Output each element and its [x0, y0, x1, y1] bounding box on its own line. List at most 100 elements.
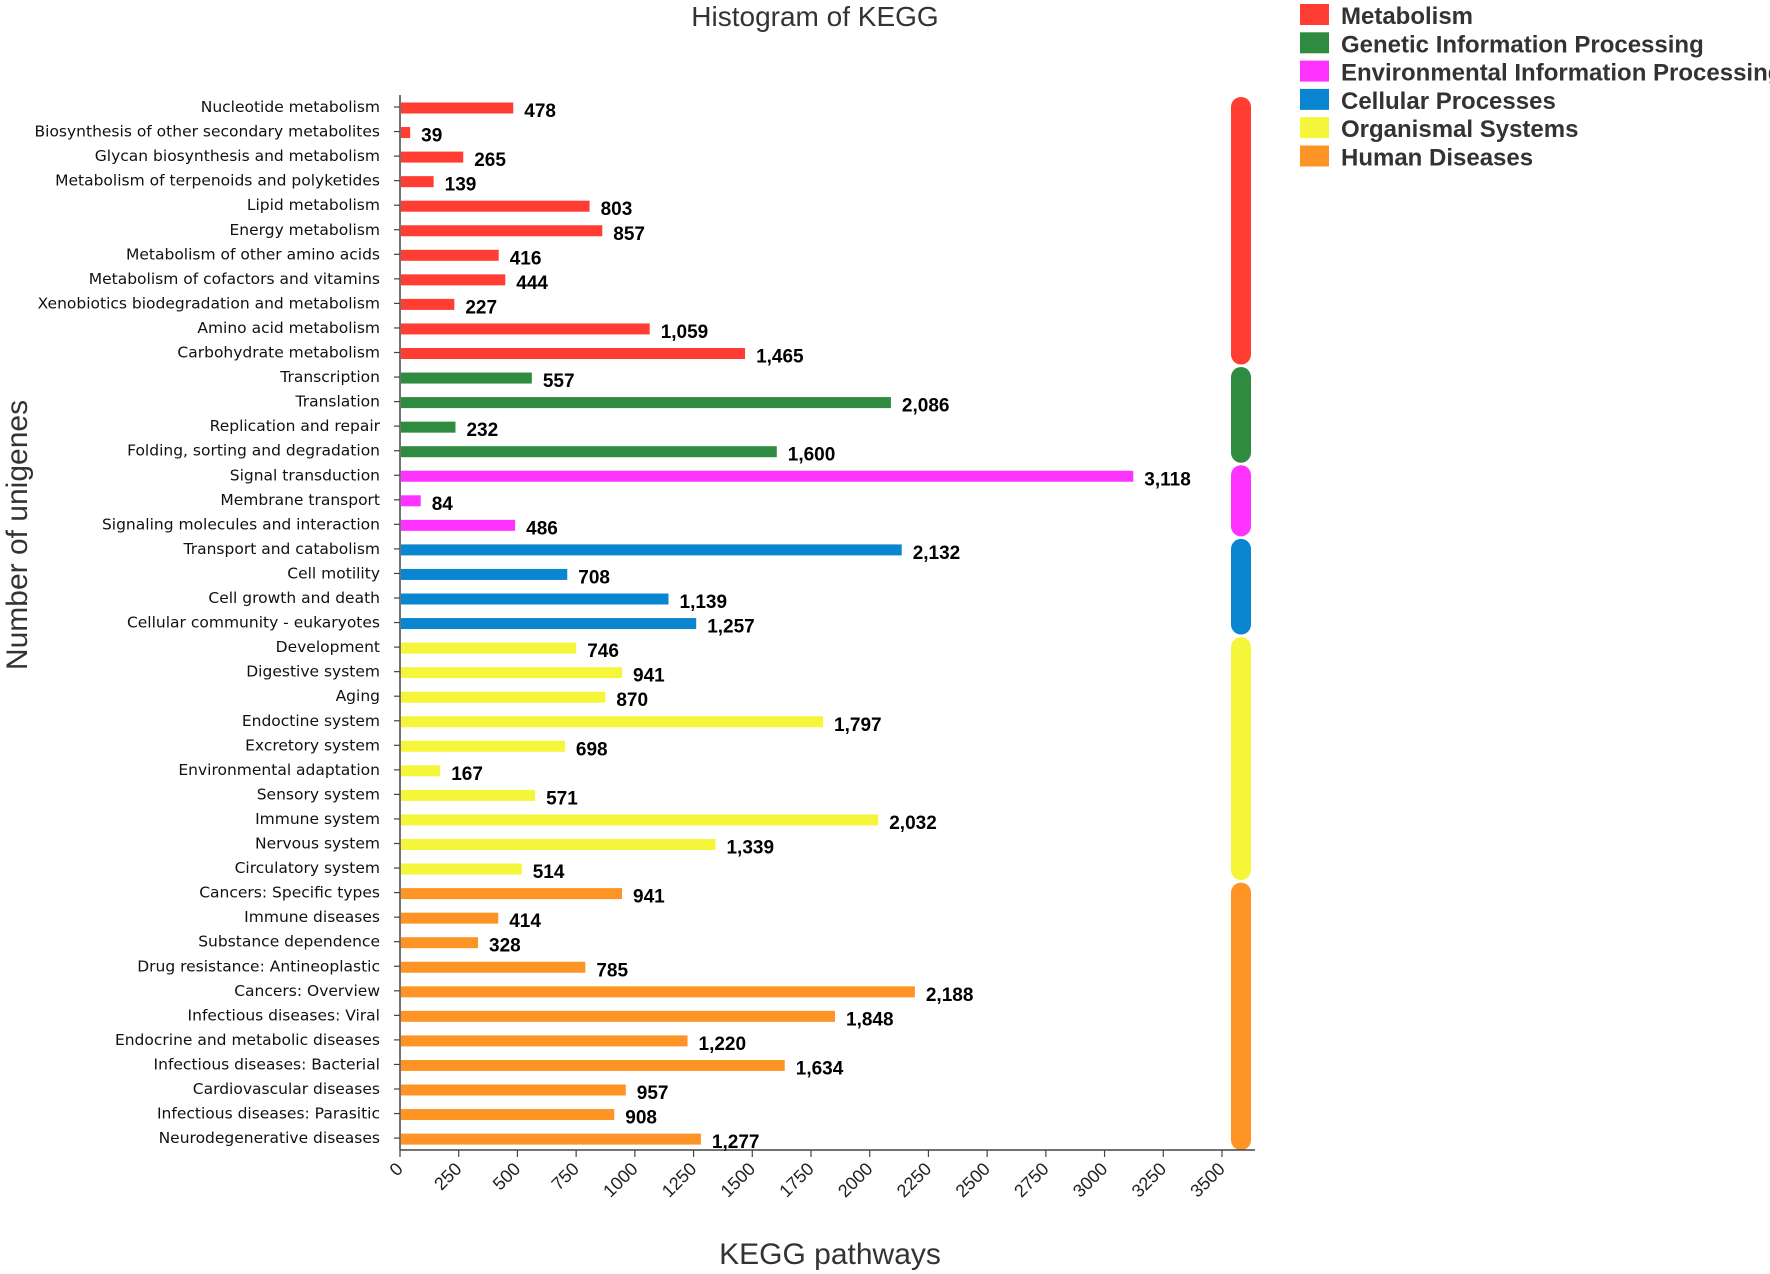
category-label: Drug resistance: Antineoplastic: [137, 957, 380, 975]
bar: [401, 274, 506, 286]
value-label: 2,188: [926, 985, 974, 1006]
legend-label: Genetic Information Processing: [1341, 31, 1704, 58]
category-label: Cancers: Specific types: [199, 884, 380, 902]
category-label: Transcription: [279, 368, 380, 386]
bar: [401, 912, 499, 924]
value-label: 328: [489, 936, 521, 957]
category-label: Nervous system: [255, 835, 380, 853]
value-label: 2,132: [913, 543, 961, 564]
category-label: Circulatory system: [235, 859, 380, 877]
legend-swatch: [1300, 88, 1329, 110]
category-label: Development: [276, 638, 380, 656]
value-label: 84: [432, 494, 454, 515]
category-label: Folding, sorting and degradation: [127, 442, 380, 460]
bar: [401, 765, 441, 777]
category-label: Membrane transport: [220, 491, 380, 509]
y-axis-title: Number of unigenes: [1, 400, 34, 670]
legend-swatch: [1300, 32, 1329, 54]
x-tick-label: 750: [548, 1159, 583, 1194]
x-tick-label: 2000: [834, 1159, 876, 1201]
bar: [401, 1133, 701, 1145]
value-label: 698: [576, 739, 608, 760]
value-label: 1,600: [788, 445, 836, 466]
value-label: 1,139: [680, 592, 728, 613]
value-label: 416: [510, 248, 542, 269]
category-label: Excretory system: [245, 736, 380, 754]
legend-label: Organismal Systems: [1341, 116, 1578, 143]
category-label: Transport and catabolism: [183, 540, 380, 558]
bar: [401, 127, 411, 139]
category-label: Lipid metabolism: [247, 196, 380, 214]
group-strip-segment: [1231, 637, 1251, 881]
legend-label: Cellular Processes: [1341, 88, 1556, 115]
category-label: Endocrine and metabolic diseases: [115, 1031, 380, 1049]
value-label: 1,634: [796, 1058, 844, 1079]
x-tick-label: 2750: [1010, 1159, 1052, 1201]
x-tick-label: 1500: [717, 1159, 759, 1201]
x-tick-label: 3250: [1128, 1159, 1170, 1201]
value-label: 708: [578, 567, 610, 588]
category-group-strip: [1231, 97, 1251, 1151]
value-label: 908: [625, 1108, 657, 1129]
value-label: 1,848: [846, 1009, 894, 1030]
value-label: 941: [633, 666, 665, 687]
bar: [401, 421, 456, 433]
category-label: Environmental adaptation: [178, 761, 380, 779]
category-label: Translation: [295, 393, 380, 411]
value-label: 232: [466, 420, 498, 441]
bar: [401, 323, 650, 335]
bar: [401, 495, 421, 507]
bar: [401, 716, 824, 728]
bar: [401, 298, 455, 310]
bar: [401, 151, 464, 163]
bar: [401, 470, 1134, 482]
value-label: 1,257: [707, 617, 755, 638]
category-label: Digestive system: [246, 663, 380, 681]
x-axis-title: KEGG pathways: [719, 1238, 941, 1271]
value-label: 265: [474, 150, 506, 171]
group-strip-segment: [1231, 465, 1251, 537]
bar: [401, 1035, 688, 1047]
bar: [401, 667, 623, 679]
bar: [401, 397, 891, 409]
category-label: Cancers: Overview: [234, 982, 380, 1000]
value-label: 478: [524, 101, 556, 122]
value-label: 870: [616, 690, 648, 711]
bar: [401, 348, 746, 359]
value-label: 227: [465, 297, 497, 318]
bar: [401, 986, 915, 998]
bar: [401, 1109, 615, 1121]
value-label: 39: [421, 126, 442, 147]
bar: [401, 937, 479, 949]
bar: [401, 446, 777, 458]
category-label: Xenobiotics biodegradation and metabolis…: [38, 294, 380, 312]
category-label: Immune system: [255, 810, 380, 828]
x-tick-label: 2250: [893, 1159, 935, 1201]
bar: [401, 372, 532, 384]
x-tick-label: 2500: [952, 1159, 994, 1201]
x-tick-label: 1750: [775, 1159, 817, 1201]
bar: [401, 691, 606, 703]
value-label: 139: [445, 175, 477, 196]
group-strip-segment: [1231, 97, 1251, 365]
value-label: 1,220: [699, 1034, 747, 1055]
category-label: Cell growth and death: [208, 589, 380, 607]
value-label: 803: [601, 199, 633, 220]
category-label: Signaling molecules and interaction: [102, 515, 380, 533]
x-tick-label: 250: [430, 1159, 465, 1194]
bar: [401, 740, 565, 752]
bar: [401, 789, 536, 801]
bar: [401, 961, 586, 973]
bar: [401, 176, 434, 188]
category-label: Aging: [336, 687, 380, 705]
x-tick-label: 1000: [599, 1159, 641, 1201]
group-strip-segment: [1231, 538, 1251, 635]
legend-label: Metabolism: [1341, 3, 1473, 30]
bar: [401, 102, 514, 114]
value-label: 1,277: [712, 1132, 760, 1153]
category-label: Infectious diseases: Parasitic: [157, 1105, 380, 1123]
x-tick-label: 1250: [658, 1159, 700, 1201]
category-label: Cell motility: [287, 564, 380, 582]
